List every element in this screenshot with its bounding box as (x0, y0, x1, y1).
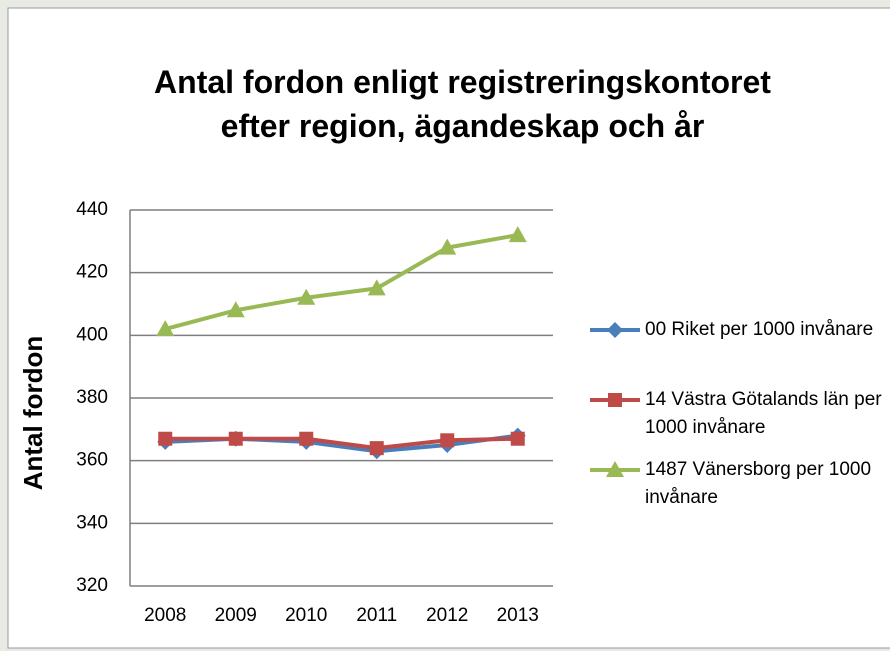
series-line (165, 436, 518, 451)
chart-title: Antal fordon enligt registreringskontore… (154, 64, 771, 144)
marker (440, 433, 455, 448)
x-tick-label: 2010 (285, 605, 327, 626)
y-tick-label: 340 (76, 512, 108, 533)
marker (508, 226, 527, 243)
chart-frame (7, 7, 890, 649)
series-line (164, 233, 519, 331)
legend-marker (606, 461, 624, 477)
legend-label: 14 Västra Götalands län per 1000 invånar… (645, 389, 882, 438)
marker (510, 431, 525, 446)
y-tick-label: 400 (76, 324, 108, 345)
y-tick-label: 360 (76, 450, 108, 471)
marker (228, 431, 243, 446)
marker (226, 301, 245, 318)
y-tick-label: 440 (76, 199, 108, 220)
marker (156, 320, 175, 337)
x-tick-label: 2012 (426, 605, 468, 626)
marker (299, 431, 314, 446)
y-tick-label: 320 (76, 575, 108, 596)
marker (438, 238, 457, 255)
x-tick-label: 2009 (215, 605, 257, 626)
y-tick-label: 420 (76, 262, 108, 283)
marker (158, 431, 173, 446)
marker (297, 288, 316, 305)
y-axis-label: Antal fordon (18, 336, 48, 491)
legend-label: 1487 Vänersborg per 1000 invånare (645, 459, 872, 508)
legend-label: 00 Riket per 1000 invånare (645, 319, 874, 340)
x-tick-label: 2011 (356, 605, 397, 626)
legend-marker (607, 322, 623, 338)
marker (367, 279, 386, 296)
legend-marker (608, 393, 622, 407)
x-tick-label: 2008 (144, 605, 186, 626)
y-tick-label: 380 (76, 387, 108, 408)
x-tick-label: 2013 (497, 605, 539, 626)
marker (369, 441, 384, 456)
